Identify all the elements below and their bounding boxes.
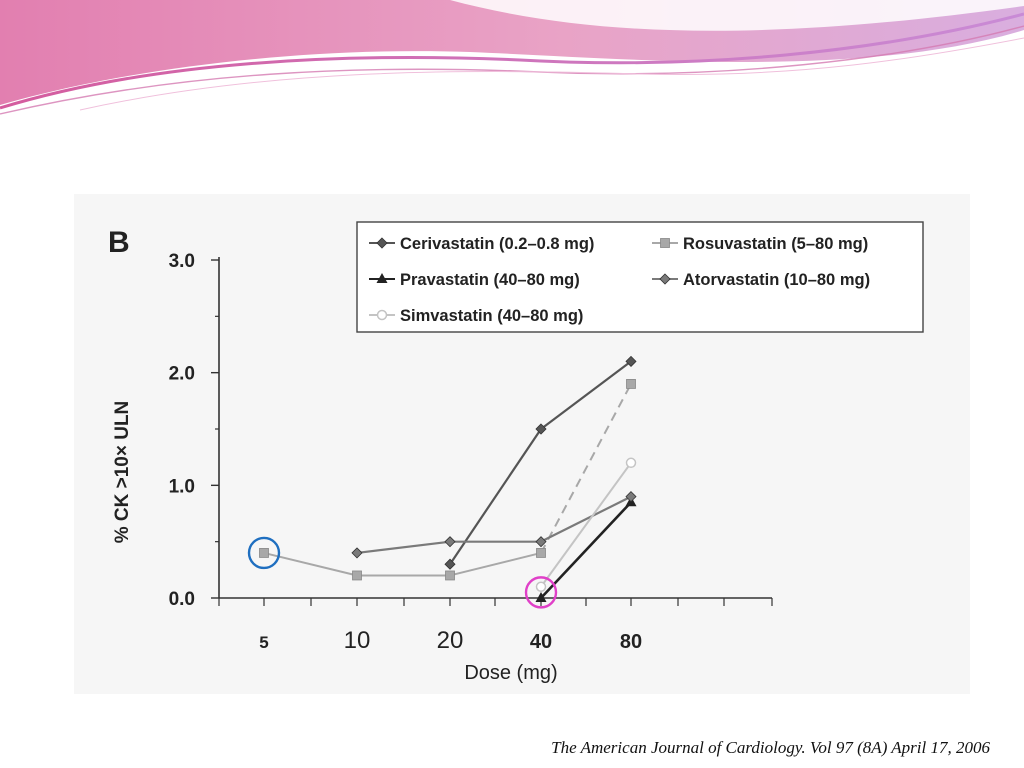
series-rosuvastatin — [259, 379, 636, 581]
y-tick-label: 1.0 — [169, 476, 195, 497]
x-tick-label: 5 — [259, 633, 268, 652]
legend-swatch-marker — [660, 238, 670, 248]
series-pravastatin — [535, 496, 637, 602]
x-tick-label: 10 — [344, 627, 371, 654]
legend-items: Cerivastatin (0.2–0.8 mg) Rosuvastatin (5… — [369, 235, 870, 325]
y-tick-label: 0.0 — [169, 589, 195, 610]
series-atorvastatin-point — [625, 491, 637, 503]
series-simvastatin — [535, 457, 637, 592]
series-rosuvastatin-point — [445, 570, 455, 581]
legend-item-pravastatin: Pravastatin (40–80 mg) — [369, 271, 580, 289]
x-tick-label: 80 — [620, 631, 642, 653]
x-ticks: 5 10 20 40 80 — [218, 598, 773, 654]
y-axis-label: % CK >10× ULN — [112, 401, 133, 544]
series-atorvastatin-point — [351, 547, 363, 559]
x-axis: 5 10 20 40 80 Dose (mg) — [218, 597, 773, 684]
highlight-circle-2 — [524, 576, 558, 609]
y-tick-label: 2.0 — [169, 364, 195, 385]
legend-item-simvastatin: Simvastatin (40–80 mg) — [369, 307, 583, 325]
legend-label: Rosuvastatin (5–80 mg) — [683, 235, 868, 253]
series-cerivastatin-point — [535, 423, 547, 435]
legend-item-cerivastatin: Cerivastatin (0.2–0.8 mg) — [369, 235, 594, 253]
legend: Cerivastatin (0.2–0.8 mg) Rosuvastatin (5… — [356, 221, 924, 333]
y-tick-label: 3.0 — [169, 251, 195, 272]
series-rosuvastatin-point — [352, 570, 362, 581]
legend-label: Pravastatin (40–80 mg) — [400, 271, 580, 289]
citation: The American Journal of Cardiology. Vol … — [551, 738, 990, 757]
series-pravastatin-point — [535, 592, 547, 602]
series-atorvastatin — [351, 491, 637, 559]
banner-wave-white — [450, 0, 1024, 31]
slide-banner — [0, 0, 1024, 115]
y-ticks: 0.0 1.0 2.0 3.0 — [169, 251, 219, 610]
y-axis: 0.0 1.0 2.0 3.0 % CK >10× ULN — [112, 251, 220, 610]
series-simvastatin-point — [625, 457, 637, 469]
series-atorvastatin-point — [535, 536, 547, 548]
legend-label: Simvastatin (40–80 mg) — [400, 307, 583, 325]
banner-wave-line-3 — [79, 37, 1024, 111]
series-cerivastatin-segment — [540, 360, 632, 430]
series-rosuvastatin-segment — [540, 383, 632, 554]
series-atorvastatin-segment — [356, 540, 451, 555]
series-rosuvastatin-point — [536, 548, 546, 558]
series-cerivastatin-point — [625, 355, 637, 367]
x-tick-label: 20 — [437, 627, 464, 654]
annotation-layer — [247, 536, 558, 609]
legend-swatch-marker — [376, 273, 388, 283]
series-rosuvastatin-point — [259, 548, 269, 558]
series-pravastatin-segment — [540, 501, 632, 599]
series-cerivastatin-segment — [449, 428, 542, 565]
legend-item-atorvastatin: Atorvastatin (10–80 mg) — [652, 271, 870, 289]
x-axis-label: Dose (mg) — [464, 662, 557, 684]
highlight-circle-1 — [247, 536, 281, 570]
series-rosuvastatin-point — [626, 379, 636, 389]
series-simvastatin-segment — [540, 462, 632, 588]
series-atorvastatin-segment — [540, 495, 632, 543]
legend-swatch-marker — [659, 273, 671, 285]
legend-label: Atorvastatin (10–80 mg) — [683, 271, 870, 289]
series-atorvastatin-point — [444, 536, 456, 548]
legend-swatch-marker — [376, 237, 388, 249]
line-chart: B Cerivastatin (0.2–0.8 mg) Rosuvastatin … — [108, 221, 924, 684]
x-tick-label: 40 — [530, 631, 552, 653]
legend-swatch-marker — [376, 309, 388, 321]
banner-wave-line-1 — [0, 12, 1024, 110]
series-rosuvastatin-segment — [449, 551, 542, 577]
legend-item-rosuvastatin: Rosuvastatin (5–80 mg) — [652, 235, 868, 253]
series-simvastatin-point — [535, 581, 547, 592]
panel-label: B — [108, 226, 130, 259]
series-cerivastatin-point — [444, 558, 456, 570]
figure-panel: B Cerivastatin (0.2–0.8 mg) Rosuvastatin … — [74, 194, 970, 694]
legend-box — [356, 221, 924, 333]
legend-label: Cerivastatin (0.2–0.8 mg) — [400, 235, 594, 253]
series-layer — [259, 355, 637, 602]
